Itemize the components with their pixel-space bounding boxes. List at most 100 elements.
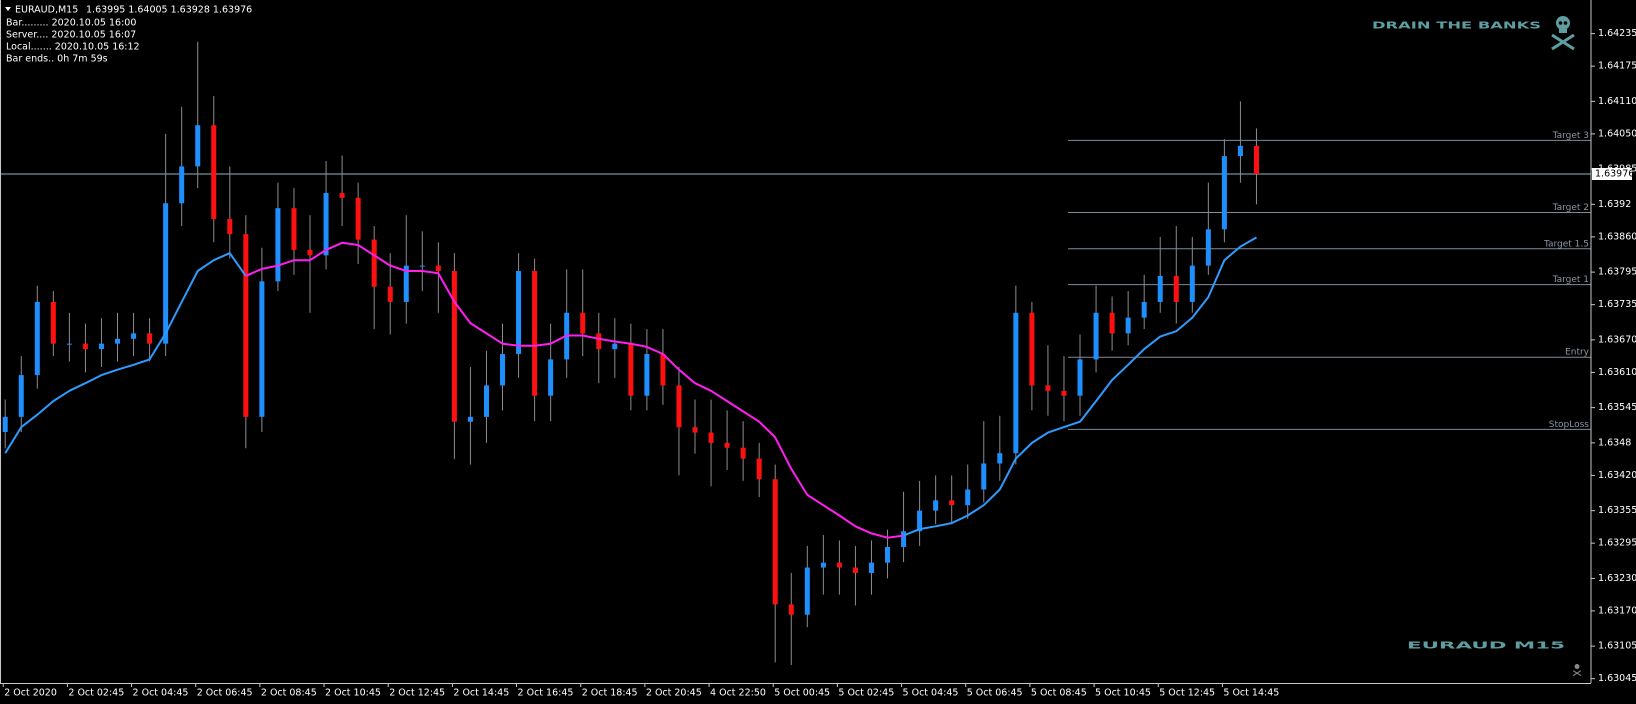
candle-body bbox=[211, 125, 217, 219]
candle-body bbox=[1173, 275, 1179, 302]
candle-body bbox=[82, 343, 88, 350]
candle-body bbox=[500, 353, 506, 386]
info-line: Bar......... 2020.10.05 16:00 bbox=[6, 18, 136, 29]
candle-body bbox=[1125, 317, 1131, 334]
candle-body bbox=[820, 562, 826, 568]
candle-body bbox=[516, 271, 522, 354]
info-line: Local....... 2020.10.05 16:12 bbox=[6, 42, 140, 53]
candle-body bbox=[1237, 145, 1243, 157]
candle-body bbox=[66, 343, 72, 345]
candle-body bbox=[355, 197, 361, 240]
symbol: EURAUD,M15 bbox=[15, 5, 78, 16]
candle-body bbox=[371, 239, 377, 287]
candle-body bbox=[1077, 359, 1083, 396]
candle-body bbox=[1029, 312, 1035, 386]
x-tick-label: 5 Oct 14:45 bbox=[1223, 688, 1279, 699]
watermark-bottom: EURAUD M15 bbox=[1407, 641, 1565, 652]
x-tick-label: 2 Oct 14:45 bbox=[453, 688, 509, 699]
y-tick-label: 1.63795 bbox=[1598, 267, 1636, 278]
y-tick-label: 1.63170 bbox=[1598, 605, 1636, 616]
x-tick-label: 5 Oct 08:45 bbox=[1031, 688, 1087, 699]
x-tick-label: 2 Oct 2020 bbox=[4, 688, 57, 699]
x-tick-label: 2 Oct 06:45 bbox=[197, 688, 253, 699]
candle-body bbox=[451, 271, 457, 422]
quote: 1.63995 1.64005 1.63928 1.63976 bbox=[86, 5, 252, 16]
candle-body bbox=[612, 343, 618, 350]
moving-average bbox=[4, 236, 1257, 537]
x-tick-label: 2 Oct 20:45 bbox=[646, 688, 702, 699]
candle-body bbox=[580, 312, 586, 334]
y-tick-label: 1.64235 bbox=[1598, 28, 1636, 39]
candle-body bbox=[243, 234, 249, 417]
candle-body bbox=[467, 416, 473, 422]
y-tick-label: 1.64175 bbox=[1598, 61, 1636, 72]
candle-body bbox=[756, 458, 762, 480]
candle-body bbox=[740, 447, 746, 459]
candle-body bbox=[1253, 145, 1259, 175]
x-tick-label: 5 Oct 00:45 bbox=[774, 688, 830, 699]
plot-area: Target 3 Target 2 Target 1.5 Target 1 Entry S… bbox=[0, 41, 1591, 666]
x-tick-label: 2 Oct 08:45 bbox=[261, 688, 317, 699]
level-label: Target 1.5 bbox=[1543, 239, 1589, 249]
y-tick-label: 1.63230 bbox=[1598, 573, 1636, 584]
candle-body bbox=[1109, 312, 1115, 334]
current-price-label: 1.63976 bbox=[1595, 169, 1634, 180]
y-tick-label: 1.63295 bbox=[1598, 538, 1636, 549]
candle-body bbox=[804, 567, 810, 615]
candle-body bbox=[34, 301, 40, 376]
y-tick-label: 1.63105 bbox=[1598, 641, 1636, 652]
candle-body bbox=[195, 125, 201, 167]
candle-body bbox=[660, 353, 666, 386]
x-tick-label: 2 Oct 12:45 bbox=[389, 688, 445, 699]
candle-body bbox=[147, 333, 153, 344]
candle-body bbox=[98, 343, 104, 350]
candle-body bbox=[997, 453, 1003, 464]
candle-body bbox=[1093, 312, 1099, 360]
x-tick-label: 5 Oct 10:45 bbox=[1095, 688, 1151, 699]
x-tick-label: 5 Oct 12:45 bbox=[1159, 688, 1215, 699]
candle-body bbox=[387, 286, 393, 302]
candle-body bbox=[483, 385, 489, 417]
candle-body bbox=[18, 375, 24, 417]
candle-body bbox=[1061, 390, 1067, 396]
y-tick-label: 1.6348 bbox=[1598, 437, 1631, 448]
candle-body bbox=[885, 546, 891, 563]
level-label: Target 3 bbox=[1552, 131, 1589, 141]
y-tick-label: 1.63355 bbox=[1598, 505, 1636, 516]
candle-body bbox=[115, 338, 121, 344]
candle-body bbox=[692, 427, 698, 433]
candle-body bbox=[323, 192, 329, 256]
candle-body bbox=[307, 249, 313, 256]
y-tick-label: 1.63860 bbox=[1598, 231, 1636, 242]
candle-body bbox=[163, 203, 169, 344]
y-tick-label: 1.63545 bbox=[1598, 402, 1636, 413]
candle-body bbox=[1157, 275, 1163, 302]
candle-body bbox=[339, 192, 345, 198]
candle-body bbox=[50, 301, 56, 344]
candle-body bbox=[259, 281, 265, 417]
candle-body bbox=[836, 562, 842, 568]
current-price-box bbox=[1592, 168, 1632, 181]
x-tick-label: 4 Oct 22:50 bbox=[710, 688, 766, 699]
candle-body bbox=[435, 265, 441, 272]
candle-body bbox=[949, 500, 955, 506]
x-tick-label: 2 Oct 02:45 bbox=[68, 688, 124, 699]
x-tick-label: 2 Oct 16:45 bbox=[518, 688, 574, 699]
menu-arrow[interactable] bbox=[5, 7, 11, 11]
y-tick-label: 1.63045 bbox=[1598, 673, 1636, 684]
candle-body bbox=[1045, 385, 1051, 391]
candle-body bbox=[676, 385, 682, 428]
y-tick-label: 1.6392 bbox=[1598, 199, 1631, 210]
candle-body bbox=[981, 463, 987, 490]
candle-body bbox=[596, 333, 602, 350]
candle-body bbox=[1141, 301, 1147, 318]
candle-body bbox=[131, 333, 137, 339]
candle-body bbox=[532, 271, 538, 396]
candle-body bbox=[1189, 265, 1195, 302]
level-label: StopLoss bbox=[1549, 420, 1590, 430]
y-tick-label: 1.63735 bbox=[1598, 299, 1636, 310]
moving-average bbox=[245, 241, 904, 539]
candle-body bbox=[933, 500, 939, 511]
